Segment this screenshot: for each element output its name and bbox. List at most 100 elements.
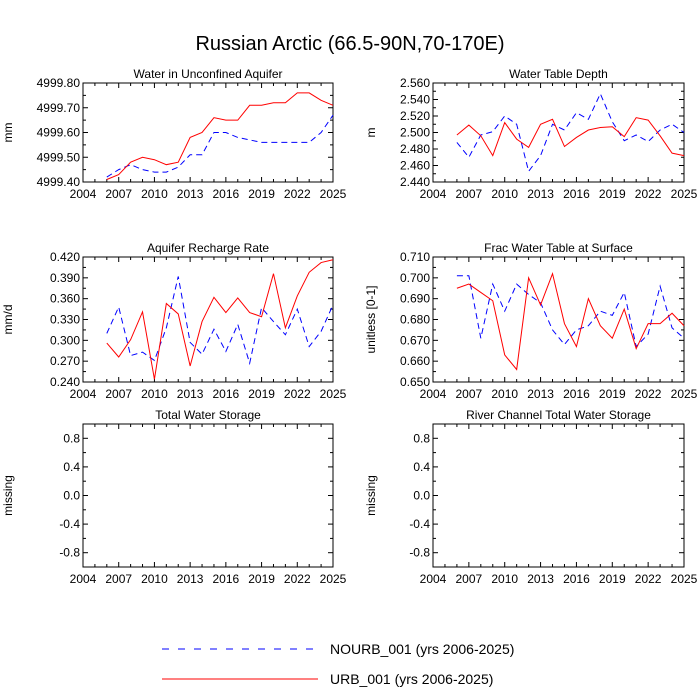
x-tick-label: 2022 — [635, 387, 662, 401]
series-line-urb_001 — [456, 117, 685, 157]
x-tick-label: 2019 — [599, 572, 626, 586]
x-tick-label: 2010 — [141, 187, 168, 201]
x-tick-label: 2010 — [491, 572, 518, 586]
x-tick-label: 2013 — [177, 187, 204, 201]
x-tick-label: 2010 — [491, 387, 518, 401]
plot-frame — [432, 256, 685, 383]
x-tick-label: 2007 — [456, 187, 483, 201]
y-tick-label: 0.4 — [413, 460, 430, 474]
x-tick-label: 2004 — [420, 187, 447, 201]
x-tick-label: 2025 — [671, 387, 698, 401]
x-tick-label: 2013 — [527, 387, 554, 401]
series-line-urb_001 — [106, 259, 334, 380]
x-tick-label: 2019 — [248, 187, 275, 201]
x-tick-label: 2025 — [671, 572, 698, 586]
y-tick-label: 0.670 — [400, 333, 430, 347]
y-tick-label: 0.360 — [50, 292, 80, 306]
x-tick-label: 2010 — [141, 387, 168, 401]
panel-title: Aquifer Recharge Rate — [147, 241, 269, 255]
panel-title: Water in Unconfined Aquifer — [134, 67, 283, 81]
x-tick-label: 2019 — [599, 387, 626, 401]
x-tick-label: 2016 — [213, 187, 240, 201]
x-tick-label: 2007 — [105, 572, 132, 586]
x-tick-label: 2019 — [248, 572, 275, 586]
y-axis-label: missing — [364, 475, 378, 516]
plot-frame — [82, 256, 334, 383]
x-tick-label: 2022 — [284, 387, 311, 401]
x-tick-label: 2025 — [320, 572, 347, 586]
series-line-urb_001 — [456, 271, 685, 371]
x-tick-label: 2007 — [456, 572, 483, 586]
y-tick-label: 2.560 — [400, 76, 430, 90]
panel-1: Water Table Depth 2004 2007 2010 2013 2016 201… — [364, 67, 698, 201]
y-tick-label: -0.8 — [59, 546, 80, 560]
series-line-nourb_001 — [456, 92, 685, 173]
y-tick-label: 0.690 — [400, 292, 430, 306]
series-line-nourb_001 — [106, 114, 334, 178]
x-tick-label: 2007 — [105, 187, 132, 201]
panel-2: Aquifer Recharge Rate 2004 2007 2010 2013 201… — [1, 241, 347, 401]
y-tick-label: 0.390 — [50, 271, 80, 285]
x-tick-label: 2016 — [563, 187, 590, 201]
x-tick-label: 2010 — [141, 572, 168, 586]
y-tick-label: 2.480 — [400, 142, 430, 156]
plot-frame — [432, 423, 685, 568]
x-tick-label: 2022 — [635, 187, 662, 201]
legend-label-nourb: NOURB_001 (yrs 2006-2025) — [330, 641, 514, 657]
panel-4: Total Water Storage 2004 2007 2010 2013 2016 2… — [1, 408, 347, 586]
x-tick-label: 2010 — [491, 187, 518, 201]
y-axis-label: missing — [1, 475, 15, 516]
x-tick-label: 2004 — [420, 572, 447, 586]
y-tick-label: 0.650 — [400, 375, 430, 389]
x-tick-label: 2004 — [420, 387, 447, 401]
x-tick-label: 2019 — [599, 187, 626, 201]
panel-3: Frac Water Table at Surface 2004 2007 2010 2… — [364, 241, 698, 401]
y-tick-label: 4999.70 — [37, 101, 81, 115]
y-tick-label: 4999.40 — [37, 175, 81, 189]
y-tick-label: -0.8 — [409, 546, 430, 560]
y-tick-label: 2.540 — [400, 93, 430, 107]
y-tick-label: 2.520 — [400, 109, 430, 123]
x-tick-label: 2013 — [527, 187, 554, 201]
x-tick-label: 2016 — [213, 572, 240, 586]
y-tick-label: 0.0 — [413, 489, 430, 503]
panel-title: River Channel Total Water Storage — [466, 408, 651, 422]
y-tick-label: 4999.50 — [37, 150, 81, 164]
y-axis-label: mm — [1, 123, 15, 143]
plot-frame — [82, 423, 334, 568]
y-tick-label: 4999.80 — [37, 76, 81, 90]
x-tick-label: 2025 — [671, 187, 698, 201]
x-tick-label: 2013 — [527, 572, 554, 586]
y-tick-label: 0.0 — [63, 489, 80, 503]
y-tick-label: 0.300 — [50, 333, 80, 347]
y-tick-label: 2.460 — [400, 159, 430, 173]
y-tick-label: 0.660 — [400, 354, 430, 368]
x-tick-label: 2016 — [563, 387, 590, 401]
y-tick-label: -0.4 — [59, 517, 80, 531]
x-tick-label: 2025 — [320, 387, 347, 401]
y-tick-label: 0.8 — [63, 431, 80, 445]
y-tick-label: 2.500 — [400, 126, 430, 140]
figure-title: Russian Arctic (66.5-90N,70-170E) — [195, 33, 504, 55]
x-tick-label: 2013 — [177, 387, 204, 401]
panel-5: River Channel Total Water Storage 2004 200… — [364, 408, 698, 586]
plot-frame — [82, 82, 334, 183]
y-tick-label: -0.4 — [409, 517, 430, 531]
series-line-nourb_001 — [106, 276, 334, 366]
y-tick-label: 0.4 — [63, 460, 80, 474]
panel-title: Total Water Storage — [155, 408, 261, 422]
series-line-urb_001 — [106, 92, 334, 180]
y-tick-label: 2.440 — [400, 175, 430, 189]
y-tick-label: 4999.60 — [37, 126, 81, 140]
x-tick-label: 2013 — [177, 572, 204, 586]
x-tick-label: 2004 — [70, 572, 97, 586]
y-axis-label: m — [364, 128, 378, 138]
x-tick-label: 2019 — [248, 387, 275, 401]
series-line-nourb_001 — [456, 275, 685, 348]
panel-title: Water Table Depth — [509, 67, 608, 81]
y-axis-label: unitless [0-1] — [364, 285, 378, 353]
x-tick-label: 2004 — [70, 187, 97, 201]
panel-0: Water in Unconfined Aquifer 2004 2007 2010 2… — [1, 67, 347, 201]
x-tick-label: 2007 — [456, 387, 483, 401]
